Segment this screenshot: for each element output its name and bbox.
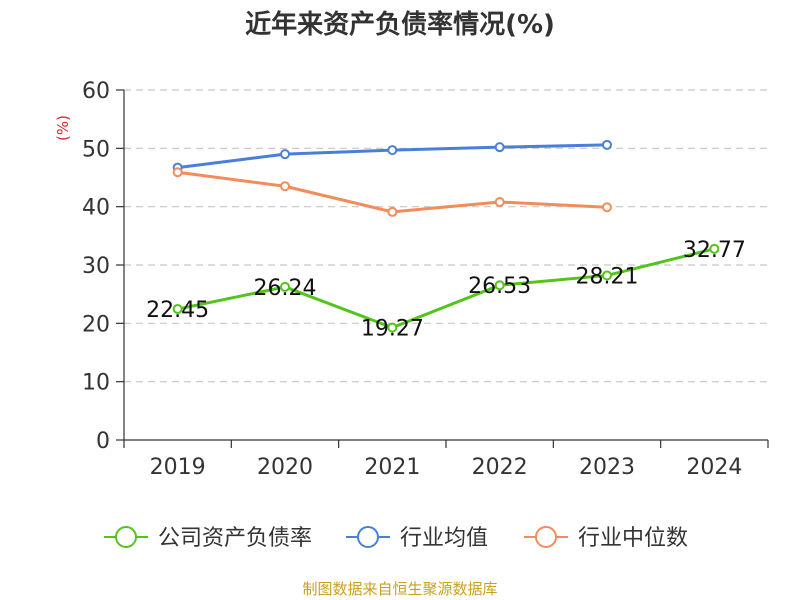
legend-marker xyxy=(115,526,137,548)
data-label: 22.45 xyxy=(146,298,209,323)
y-tick-label: 0 xyxy=(96,429,110,454)
series-line-2 xyxy=(177,170,608,214)
data-point xyxy=(280,281,290,292)
data-point xyxy=(494,280,505,291)
x-tick-label: 2019 xyxy=(150,455,206,480)
y-tick-label: 40 xyxy=(82,196,110,221)
data-point xyxy=(494,142,505,153)
data-label: 28.21 xyxy=(576,264,639,289)
y-axis-label: (%) xyxy=(54,115,72,141)
chart-title: 近年来资产负债率情况(%) xyxy=(245,10,555,40)
data-point xyxy=(280,181,290,192)
y-tick-label: 60 xyxy=(82,79,110,104)
legend-label: 行业中位数 xyxy=(578,526,688,551)
data-point xyxy=(494,197,505,207)
y-tick-label: 50 xyxy=(82,137,110,162)
y-tick-label: 10 xyxy=(82,371,110,396)
data-label: 26.53 xyxy=(468,274,531,299)
data-point xyxy=(387,145,398,156)
legend-label: 行业均值 xyxy=(400,526,488,551)
x-tick-label: 2021 xyxy=(364,455,420,480)
y-tick-label: 20 xyxy=(82,312,110,337)
data-point xyxy=(172,304,183,315)
data-point xyxy=(602,139,612,150)
data-label: 19.27 xyxy=(361,317,424,342)
legend-label: 公司资产负债率 xyxy=(158,526,312,551)
data-point xyxy=(387,322,398,333)
data-point xyxy=(387,206,398,217)
legend-marker xyxy=(357,526,379,548)
y-tick-label: 30 xyxy=(82,254,110,279)
data-label: 32.77 xyxy=(683,238,746,263)
legend-marker xyxy=(535,526,557,548)
x-tick-label: 2023 xyxy=(579,455,635,480)
data-point xyxy=(602,270,612,281)
x-tick-label: 2024 xyxy=(686,455,742,480)
data-point xyxy=(602,202,612,213)
data-point xyxy=(709,243,720,254)
data-label: 26.24 xyxy=(254,276,317,301)
source-note: 制图数据来自恒生聚源数据库 xyxy=(302,580,498,598)
data-point xyxy=(172,167,183,178)
series-line-0 xyxy=(177,247,715,330)
data-point xyxy=(280,149,290,160)
x-tick-label: 2022 xyxy=(472,455,528,480)
x-tick-label: 2020 xyxy=(257,455,313,480)
